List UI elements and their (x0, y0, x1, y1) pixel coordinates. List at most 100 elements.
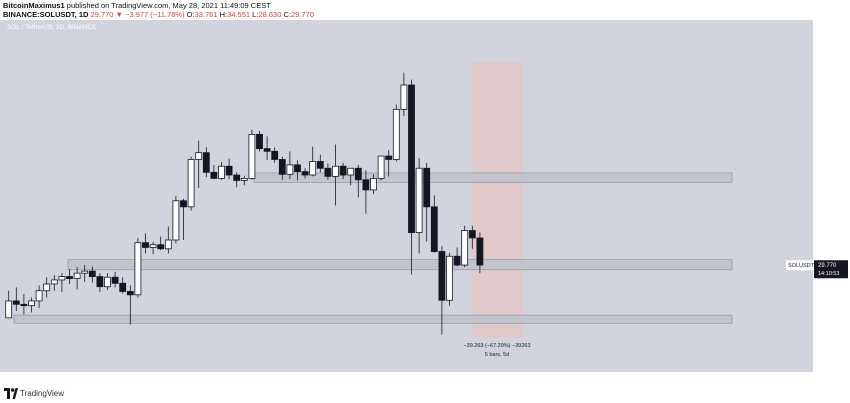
candle-body-down (453, 255, 461, 266)
footer: TradingView (0, 386, 850, 403)
candle-body-down (233, 174, 241, 181)
ohlc-open: 33.761 (194, 10, 218, 19)
support-resistance-zone (13, 314, 733, 324)
candle-body-up (35, 290, 43, 302)
time-tick-label: 26 (241, 377, 247, 383)
symbol-line: BINANCE:SOLUSDT, 1D (3, 10, 89, 19)
publisher-name[interactable]: BitcoinMaximus1 (3, 1, 65, 10)
brand-name[interactable]: TradingView (20, 389, 65, 398)
price-tick-label: 32.000 (820, 248, 837, 254)
price-tick-label: 24.000 (820, 302, 837, 308)
candle-body-up (58, 276, 66, 281)
candle-body-down (66, 276, 73, 279)
ohlc-close: 29.770 (290, 10, 314, 19)
time-tick-label: 7 (676, 377, 679, 383)
time-tick-label: May (290, 377, 301, 383)
candle-body-up (149, 244, 157, 248)
price-tick-label: 40.000 (820, 194, 837, 200)
candle-body-down (142, 242, 149, 248)
candle-body-down (119, 282, 127, 292)
candle-body-down (96, 276, 104, 288)
candle-body-down (111, 276, 119, 284)
candle-body-up (309, 161, 317, 176)
price-tick-label: 16.000 (820, 356, 837, 362)
candle-body-down (263, 148, 271, 152)
price-tick-label: 48.000 (820, 140, 837, 146)
candle-body-up (377, 155, 385, 179)
measure-band (472, 62, 523, 338)
measure-label-bars: 5 bars, 5d (485, 352, 509, 358)
candle-body-down (202, 152, 210, 173)
candle-body-down (20, 303, 28, 307)
candle-body-down (294, 164, 301, 173)
candle-body-up (81, 270, 89, 274)
candle-body-up (43, 283, 51, 292)
tradingview-logo-icon (4, 388, 18, 399)
candle-body-up (73, 272, 81, 279)
candle-body-down (339, 165, 347, 176)
ohlc-low: 28.630 (258, 10, 282, 19)
ohlc-open-label: O: (186, 10, 195, 19)
candle-body-up (400, 84, 408, 110)
candle-body-down (438, 251, 446, 301)
candle-body-up (5, 300, 13, 319)
candle-body-down (12, 300, 20, 305)
time-tick-label: 10 (385, 377, 391, 383)
price-axis-unit: USDT (820, 27, 836, 33)
ohlc-low-label: L: (252, 10, 259, 19)
candle-body-down (256, 133, 263, 150)
candle-body-up (187, 159, 195, 208)
time-tick-label: 5 (24, 377, 27, 383)
time-tick-label: 12 (95, 377, 101, 383)
time-tick-label: 3 (337, 377, 340, 383)
candle-body-down (278, 159, 286, 175)
time-tick-label: 19 (169, 377, 175, 383)
candle-body-down (301, 171, 309, 176)
symbol-info-line: BINANCE:SOLUSDT, 1D 29.770 ▼ −3.977 (−11… (3, 10, 314, 19)
candle-body-up (392, 108, 400, 160)
candle-body-down (385, 155, 393, 160)
price-badge: 29.770 (818, 263, 837, 269)
candle-body-up (50, 279, 58, 285)
price-tick-label: 60.000 (820, 59, 837, 65)
price-tick-label: 64.000 (820, 32, 837, 38)
candle-body-up (347, 167, 355, 176)
candle-body-up (461, 230, 469, 266)
price-tick-label: 36.000 (820, 221, 837, 227)
ohlc-close-label: C: (283, 10, 291, 19)
time-tick-label: 14 (747, 377, 753, 383)
candle-body-up (172, 200, 180, 241)
candle-body-down (316, 161, 324, 169)
candle-body-up (240, 177, 248, 181)
candle-body-down (468, 230, 476, 239)
candle-body-down (476, 237, 484, 266)
candle-body-down (408, 84, 415, 233)
candle-body-up (415, 167, 423, 233)
candle-body-down (324, 167, 332, 177)
candle-body-up (28, 300, 35, 307)
time-tick-label: 28 (575, 377, 581, 383)
chart-background[interactable] (0, 20, 813, 372)
time-tick-label: Jun (612, 377, 621, 383)
measure-label-change: −39.263 (−67.29%) −39263 (463, 343, 530, 349)
candle-body-down (354, 167, 362, 181)
candle-body-down (157, 244, 165, 250)
published-text: published on TradingView.com, May 28, 20… (66, 1, 271, 10)
candle-body-up (134, 242, 142, 296)
symbol-badge-bg (786, 260, 813, 271)
price-tick-label: 52.000 (820, 113, 837, 119)
candle-body-down (180, 200, 187, 208)
candle-body-down (362, 179, 370, 191)
price-tick-label: 20.000 (820, 329, 837, 335)
candle-body-up (218, 165, 225, 179)
candle-body-down (88, 270, 96, 277)
candle-body-up (332, 165, 339, 177)
price-tick-label: 56.000 (820, 86, 837, 92)
candle-body-up (248, 133, 256, 179)
candle-body-up (370, 177, 377, 191)
candle-body-down (423, 167, 431, 208)
candle-body-up (286, 164, 294, 175)
ohlc-high-label: H: (219, 10, 228, 19)
chart-title: SOL / TetherUS, 1D, BINANCE (7, 24, 97, 31)
